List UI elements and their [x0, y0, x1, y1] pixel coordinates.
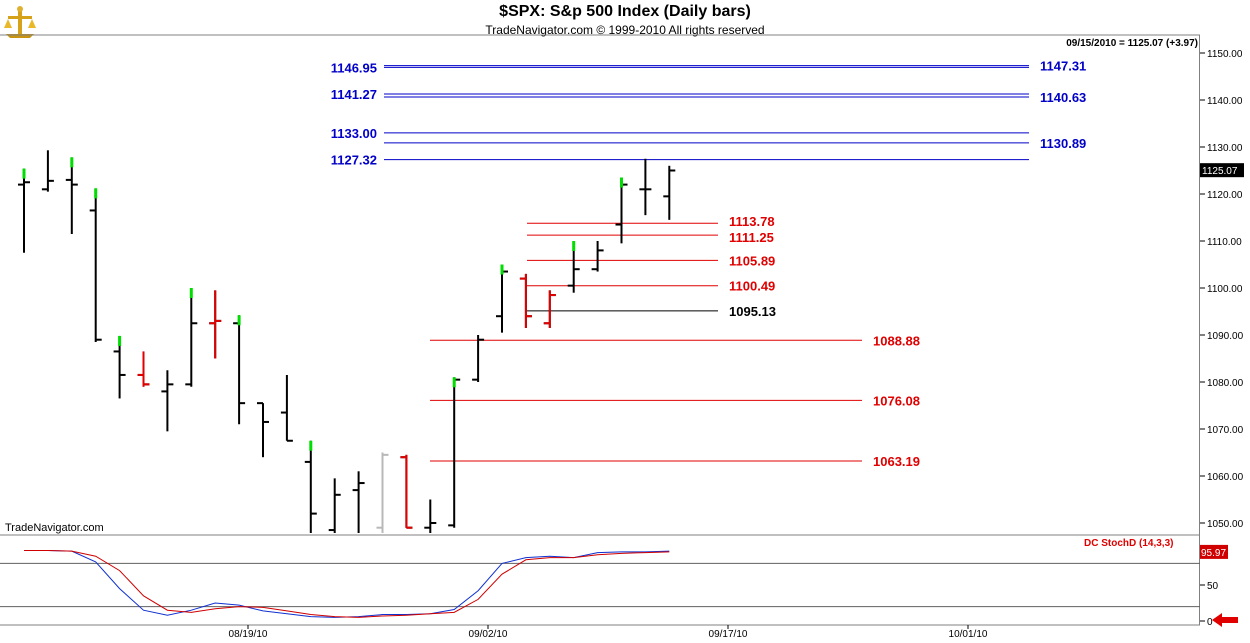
date-axis-label: 09/17/10 — [709, 629, 748, 640]
level-label: 1095.13 — [729, 304, 776, 319]
level-label: 1127.32 — [331, 153, 377, 168]
last-price-info: 09/15/2010 = 1125.07 (+3.97) — [1066, 38, 1198, 49]
date-axis: 08/19/10 09/02/10 09/17/10 10/01/10 — [229, 625, 988, 640]
price-axis: 1150.00 1140.00 1130.00 1120.00 1110.00 1100.… — [1200, 49, 1244, 530]
level-label: 1133.00 — [331, 126, 377, 141]
price-axis-label: 1060.00 — [1207, 472, 1244, 483]
date-axis-label: 10/01/10 — [949, 629, 988, 640]
stoch-value-label: 95.97 — [1201, 548, 1226, 559]
watermark: TradeNavigator.com — [5, 522, 104, 534]
date-axis-label: 08/19/10 — [229, 629, 268, 640]
level-label: 1111.25 — [729, 230, 774, 245]
level-label: 1140.63 — [1040, 90, 1086, 105]
chart-subtitle: TradeNavigator.com © 1999-2010 All right… — [485, 23, 765, 37]
stochastic-panel: 50 0 95.97 — [0, 544, 1228, 628]
level-label: 1130.89 — [1040, 136, 1086, 151]
scroll-arrow-icon[interactable] — [1212, 613, 1238, 627]
level-label: 1105.89 — [729, 253, 775, 268]
price-axis-label: 1120.00 — [1207, 190, 1243, 201]
price-axis-label: 1130.00 — [1207, 143, 1243, 154]
last-price-label: 1125.07 — [1202, 166, 1238, 177]
level-label: 1147.31 — [1040, 59, 1086, 74]
price-bars — [18, 150, 676, 533]
chart-title: $SPX: S&p 500 Index (Daily bars) — [499, 3, 751, 20]
stoch-axis-label: 0 — [1207, 617, 1213, 628]
trade-navigator-logo[interactable] — [2, 4, 38, 40]
stoch-value-badge — [1200, 544, 1228, 559]
level-label: 1141.27 — [331, 87, 377, 102]
price-axis-label: 1080.00 — [1207, 378, 1244, 389]
price-axis-label: 1070.00 — [1207, 425, 1244, 436]
price-axis-label: 1140.00 — [1207, 96, 1243, 107]
date-axis-label: 09/02/10 — [469, 629, 508, 640]
price-axis-label: 1090.00 — [1207, 331, 1244, 342]
stochastic-title: DC StochD (14,3,3) — [1084, 538, 1174, 549]
level-label: 1063.19 — [873, 454, 920, 469]
level-label: 1113.78 — [729, 214, 775, 229]
stoch-axis-label: 50 — [1207, 581, 1219, 592]
level-label: 1088.88 — [873, 333, 920, 348]
stoch-d-line — [24, 549, 670, 618]
stoch-k-line — [24, 549, 670, 618]
level-label: 1146.95 — [331, 60, 377, 75]
price-axis-label: 1100.00 — [1207, 284, 1243, 295]
level-label: 1076.08 — [873, 393, 920, 408]
price-axis-label: 1110.00 — [1207, 237, 1242, 248]
level-lines: 1146.95 1147.31 1141.27 1140.63 1133.00 1130.… — [331, 59, 1087, 469]
level-label: 1100.49 — [729, 279, 775, 294]
last-price-badge — [1200, 163, 1244, 178]
price-axis-label: 1050.00 — [1207, 519, 1244, 530]
price-axis-label: 1150.00 — [1207, 49, 1243, 60]
